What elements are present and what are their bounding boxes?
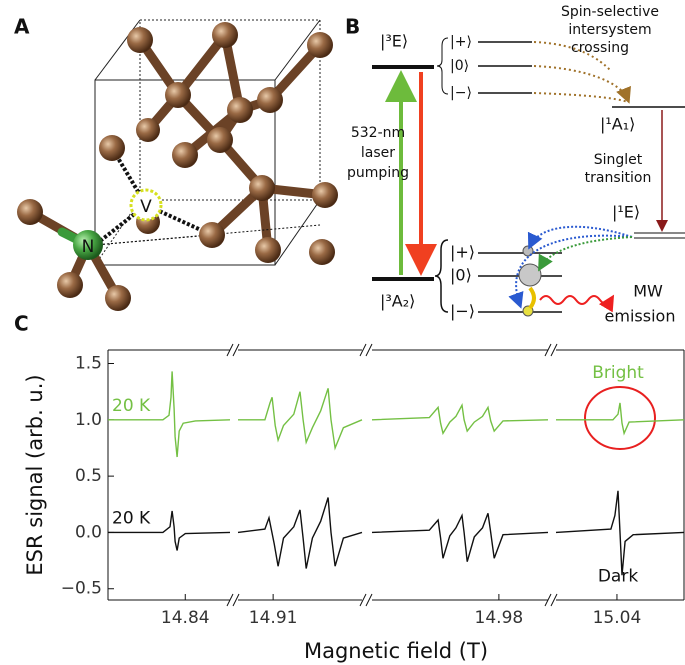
- axis-break: [550, 343, 558, 357]
- pumping-label: laser: [361, 145, 395, 161]
- sublevel-label: |0⟩: [450, 266, 472, 285]
- axis-break: [359, 343, 367, 357]
- isc-label: intersystem: [568, 22, 651, 38]
- state-label: |¹E⟩: [612, 203, 640, 222]
- series-label: 20 K: [112, 508, 151, 528]
- panel-c: C −0.5 0.0 0.5 1.0 1.5 14.84 14.91 14.98 15.04 Ma…: [14, 312, 685, 663]
- y-tick-label: 1.5: [75, 354, 102, 374]
- panel-b: B |³E⟩ |+⟩ |0⟩ |−⟩ Spin-selective inters…: [345, 4, 685, 326]
- y-tick-label: 0.0: [75, 522, 102, 542]
- signal-line: [556, 402, 685, 436]
- sublevel-label: |+⟩: [450, 34, 472, 50]
- axis-break: [232, 593, 240, 607]
- mw-label: emission: [605, 307, 676, 326]
- signal-line: [108, 510, 231, 551]
- x-tick-label: 14.91: [249, 608, 298, 628]
- vacancy-label: V: [140, 197, 152, 217]
- sublevel-label: |−⟩: [450, 85, 472, 101]
- state-label: |³E⟩: [380, 32, 408, 51]
- panel-label: B: [345, 15, 360, 39]
- signal-line: [238, 388, 363, 451]
- x-tick-label: 15.04: [593, 608, 642, 628]
- panel-label: C: [14, 312, 29, 336]
- carbon-atoms: [17, 22, 338, 311]
- nitrogen-label: N: [82, 237, 95, 257]
- x-axis-label: Magnetic field (T): [304, 639, 488, 663]
- singlet-label: transition: [585, 170, 652, 186]
- panel-a: A N V: [14, 15, 338, 311]
- sublevel-label: |−⟩: [450, 302, 475, 321]
- bonds: [25, 30, 330, 303]
- axis-break: [232, 343, 240, 357]
- axis-break: [226, 593, 234, 607]
- pumping-label: pumping: [347, 165, 409, 181]
- pumping-label: 532-nm: [351, 125, 405, 141]
- series-label: 20 K: [112, 396, 151, 416]
- y-tick-label: −0.5: [61, 579, 102, 599]
- y-axis-label: ESR signal (arb. u.): [23, 374, 47, 575]
- mw-label: MW: [633, 282, 663, 301]
- sublevel-label: |0⟩: [450, 58, 469, 74]
- nitrogen-atom: [73, 230, 103, 260]
- signal-line: [371, 513, 549, 562]
- annotation: Dark: [598, 566, 638, 586]
- axis-break: [544, 593, 552, 607]
- isc-label: Spin-selective: [561, 4, 659, 20]
- annotation: Bright: [592, 363, 644, 383]
- y-tick-label: 1.0: [75, 410, 102, 430]
- panel-label: A: [14, 15, 30, 39]
- highlight: [584, 386, 656, 450]
- axis-break: [544, 343, 552, 357]
- vacancy: [129, 188, 163, 222]
- axis-break: [359, 593, 367, 607]
- signal-line: [237, 497, 363, 569]
- signal-line: [371, 403, 549, 436]
- axis-break: [226, 343, 234, 357]
- signal-line: [555, 490, 685, 576]
- axis-break: [365, 593, 373, 607]
- axis-break: [550, 593, 558, 607]
- axis-break: [365, 343, 373, 357]
- state-label: |³A₂⟩: [380, 292, 415, 311]
- x-tick-label: 14.98: [475, 608, 524, 628]
- y-tick-label: 0.5: [75, 466, 102, 486]
- isc-label: crossing: [571, 40, 629, 56]
- x-tick-label: 14.84: [161, 608, 210, 628]
- state-label: |¹A₁⟩: [600, 115, 635, 134]
- sublevel-label: |+⟩: [450, 243, 475, 262]
- signal-line: [108, 371, 231, 458]
- singlet-label: Singlet: [594, 152, 643, 168]
